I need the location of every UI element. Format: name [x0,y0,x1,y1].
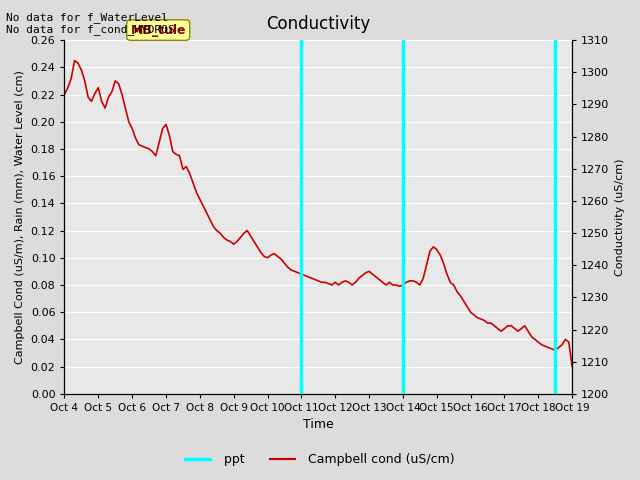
Text: MB_tule: MB_tule [131,24,186,36]
X-axis label: Time: Time [303,419,333,432]
Legend:  ppt,  Campbell cond (uS/cm): ppt, Campbell cond (uS/cm) [180,448,460,471]
Y-axis label: Conductivity (uS/cm): Conductivity (uS/cm) [615,158,625,276]
Text: No data for f_WaterLevel: No data for f_WaterLevel [6,12,168,23]
Text: No data for f_cond_HYDROS: No data for f_cond_HYDROS [6,24,175,35]
Y-axis label: Campbell Cond (uS/m), Rain (mm), Water Level (cm): Campbell Cond (uS/m), Rain (mm), Water L… [15,70,25,364]
Title: Conductivity: Conductivity [266,15,371,33]
